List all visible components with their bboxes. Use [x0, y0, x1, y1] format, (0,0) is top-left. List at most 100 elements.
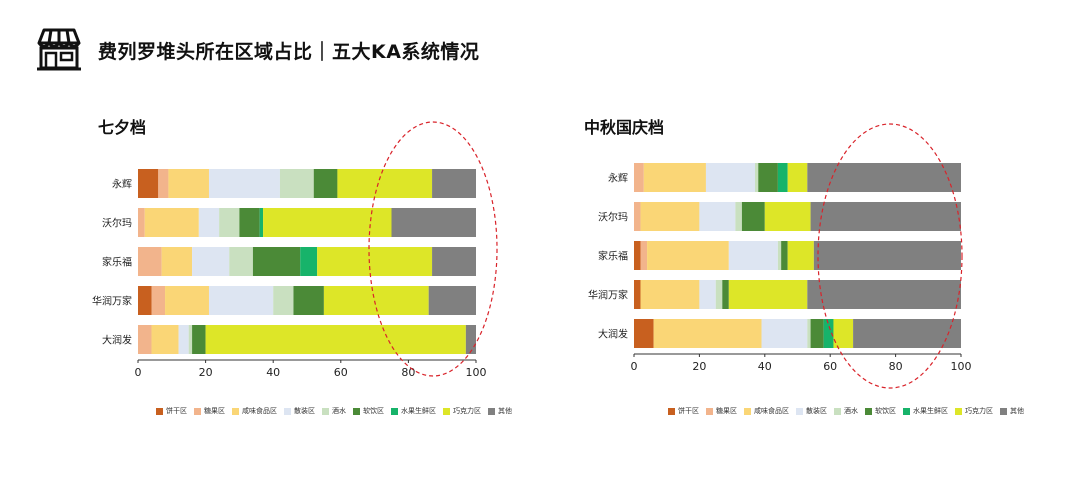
- legend-swatch: [194, 407, 201, 415]
- legend-swatch: [955, 407, 962, 415]
- bar-segment: [252, 247, 301, 276]
- chart-legend: 饼干区 糖果区 咸味食品区 散装区 酒水 软饮区 水果生鲜区 巧克力区 其他: [668, 406, 1031, 416]
- legend-swatch: [322, 407, 329, 415]
- bar-segment: [741, 202, 765, 231]
- bar-segment: [735, 202, 742, 231]
- x-tick-label: 20: [692, 360, 706, 373]
- header: 费列罗堆头所在区域占比｜五大KA系统情况: [34, 26, 479, 74]
- bar-segment: [138, 169, 159, 198]
- legend-item: 酒水: [834, 406, 858, 416]
- bar-segment: [634, 319, 654, 348]
- bar-segment: [161, 247, 193, 276]
- bar-segment: [192, 247, 230, 276]
- bar-segment: [178, 325, 189, 354]
- bar-segment: [208, 286, 274, 315]
- bar-segment: [158, 169, 169, 198]
- store-icon: [37, 28, 81, 71]
- x-tick-label: 80: [889, 360, 903, 373]
- legend-item: 其他: [488, 406, 512, 416]
- bar-segment: [699, 280, 716, 309]
- bar-segment: [807, 163, 961, 192]
- category-label: 家乐福: [598, 250, 628, 263]
- bar-segment: [165, 286, 209, 315]
- bar-segment: [192, 325, 206, 354]
- legend-label: 酒水: [844, 407, 858, 415]
- category-label: 华润万家: [92, 295, 132, 308]
- bar-segment: [722, 280, 729, 309]
- bar-segment: [640, 241, 648, 270]
- legend-swatch: [668, 407, 675, 415]
- category-label: 华润万家: [588, 289, 628, 302]
- chart-title: 七夕档: [98, 118, 147, 137]
- bar-segment: [293, 286, 324, 315]
- bar-segment: [151, 325, 179, 354]
- x-tick-label: 20: [199, 366, 213, 379]
- bar-segment: [853, 319, 961, 348]
- bar-segment: [259, 208, 264, 237]
- legend-item: 糖果区: [194, 406, 225, 416]
- highlight-ellipse: [817, 123, 963, 389]
- category-label: 大润发: [102, 334, 132, 347]
- legend-swatch: [744, 407, 751, 415]
- category-label: 永辉: [608, 172, 628, 185]
- legend-swatch: [834, 407, 841, 415]
- legend-item: 其他: [1000, 406, 1024, 416]
- legend-item: 饼干区: [668, 406, 699, 416]
- bar-segment: [807, 280, 961, 309]
- legend-swatch: [443, 407, 450, 415]
- legend-item: 巧克力区: [443, 406, 481, 416]
- bar-segment: [205, 325, 466, 354]
- bar-segment: [715, 280, 723, 309]
- bar-segment: [300, 247, 318, 276]
- x-tick-label: 100: [951, 360, 972, 373]
- bar-segment: [317, 247, 433, 276]
- legend-label: 水果生鲜区: [913, 407, 948, 415]
- legend-label: 巧克力区: [453, 407, 481, 415]
- bar-segment: [754, 163, 759, 192]
- bar-segment: [634, 241, 641, 270]
- legend-swatch: [796, 407, 803, 415]
- legend-label: 其他: [1010, 407, 1024, 415]
- bar-segment: [273, 286, 294, 315]
- bar-segment: [239, 208, 260, 237]
- legend-swatch: [488, 407, 495, 415]
- chart-panel-qixi: 七夕档 永辉 沃尔玛 家乐福 华润万家 大润发 0 20 40 60 80 100 饼干区 糖果区 咸味…: [60, 108, 512, 438]
- legend-swatch: [903, 407, 910, 415]
- bar-segment: [823, 319, 834, 348]
- bar-segment: [787, 163, 808, 192]
- bar-segment: [432, 247, 476, 276]
- bar-segment: [151, 286, 166, 315]
- legend-item: 咸味食品区: [744, 406, 789, 416]
- bar-segment: [807, 319, 811, 348]
- bar-segment: [465, 325, 476, 354]
- bar-segment: [758, 163, 778, 192]
- bar-segment: [634, 163, 644, 192]
- bar-segment: [219, 208, 240, 237]
- legend-item: 水果生鲜区: [903, 406, 948, 416]
- legend-swatch: [706, 407, 713, 415]
- legend-label: 软饮区: [363, 407, 384, 415]
- page-title: 费列罗堆头所在区域占比｜五大KA系统情况: [98, 40, 480, 63]
- category-label: 家乐福: [102, 256, 132, 269]
- bar-segment: [634, 202, 641, 231]
- legend-label: 糖果区: [716, 407, 737, 415]
- category-label: 沃尔玛: [102, 217, 132, 230]
- legend-swatch: [865, 407, 872, 415]
- legend-item: 糖果区: [706, 406, 737, 416]
- x-tick-label: 80: [401, 366, 415, 379]
- bar-segment: [647, 241, 729, 270]
- legend-item: 软饮区: [353, 406, 384, 416]
- legend-label: 饼干区: [678, 407, 699, 415]
- chart-legend: 饼干区 糖果区 咸味食品区 散装区 酒水 软饮区 水果生鲜区 巧克力区 其他: [156, 406, 519, 416]
- bar-segment: [144, 208, 199, 237]
- bar-segment: [138, 286, 152, 315]
- legend-label: 巧克力区: [965, 407, 993, 415]
- bar-segment: [229, 247, 253, 276]
- bar-segment: [138, 325, 152, 354]
- chart-title: 中秋国庆档: [584, 118, 665, 137]
- bar-segment: [323, 286, 429, 315]
- bar-segment: [777, 241, 782, 270]
- x-tick-label: 0: [135, 366, 142, 379]
- category-label: 大润发: [598, 328, 628, 341]
